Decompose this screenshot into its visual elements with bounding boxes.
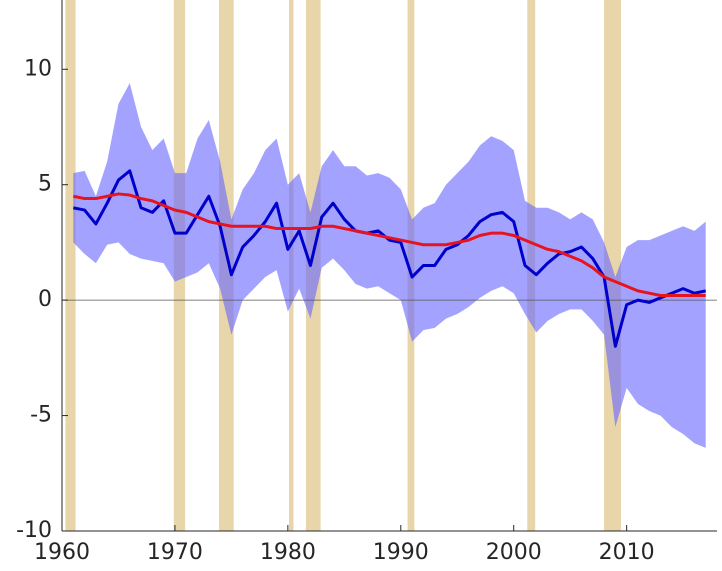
series-line bbox=[72, 169, 707, 348]
y-tick-label: -5 bbox=[30, 403, 52, 428]
confidence-band bbox=[73, 83, 706, 448]
y-tick-label: -10 bbox=[16, 518, 52, 543]
x-tick-label: 2000 bbox=[486, 540, 542, 565]
x-tick-label: 1990 bbox=[373, 540, 429, 565]
shaded-period bbox=[65, 0, 76, 531]
x-tick-label: 1980 bbox=[260, 540, 316, 565]
series-line bbox=[72, 192, 706, 298]
y-tick-label: 0 bbox=[38, 287, 52, 312]
x-tick-label: 1970 bbox=[147, 540, 203, 565]
y-tick-label: 5 bbox=[38, 172, 52, 197]
x-tick-label: 1960 bbox=[34, 540, 90, 565]
y-tick-label: 10 bbox=[24, 56, 52, 81]
x-tick-label: 2010 bbox=[599, 540, 655, 565]
